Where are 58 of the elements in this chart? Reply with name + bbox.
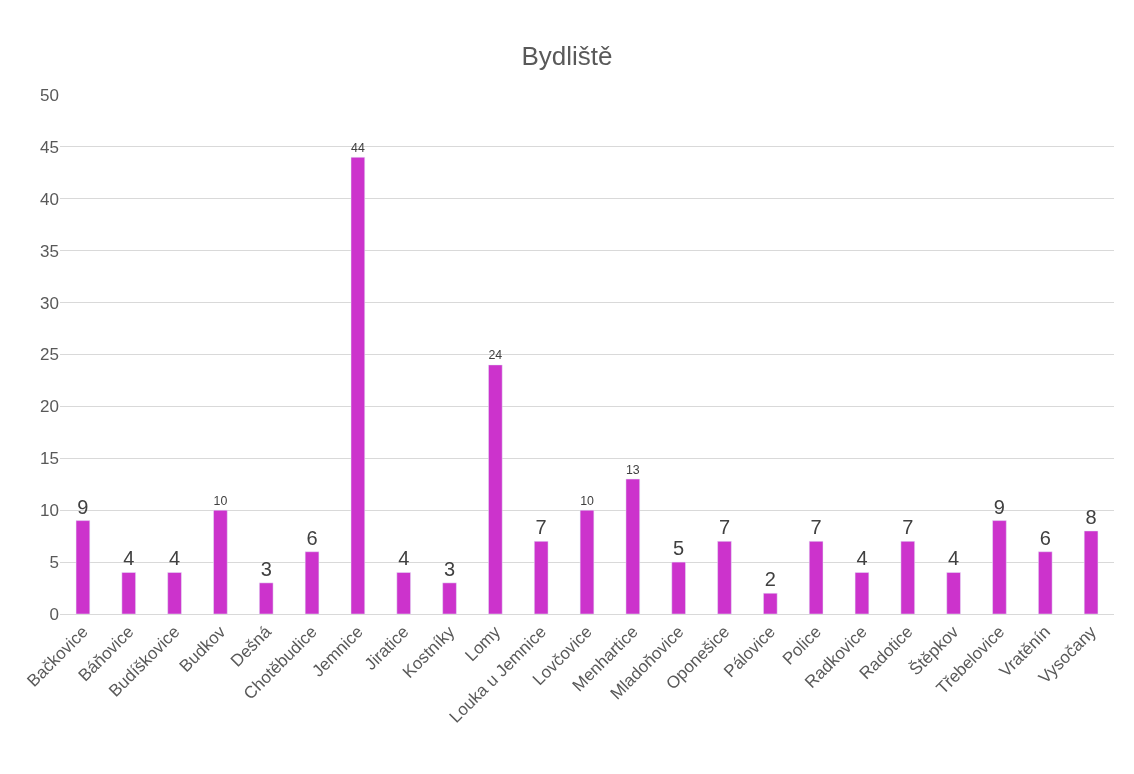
data-label: 4 xyxy=(948,547,960,570)
bar xyxy=(1038,551,1053,614)
bar xyxy=(854,572,870,614)
data-label: 9 xyxy=(993,495,1005,518)
data-label: 6 xyxy=(1039,526,1051,549)
bar xyxy=(625,478,640,614)
bar xyxy=(900,541,915,614)
bar xyxy=(167,572,182,614)
bar xyxy=(75,520,91,614)
data-label: 4 xyxy=(123,547,135,570)
data-label: 2 xyxy=(764,568,776,591)
bar xyxy=(350,157,365,614)
data-label: 7 xyxy=(902,516,914,539)
bar xyxy=(488,364,503,614)
bar xyxy=(763,592,778,614)
data-label: 4 xyxy=(856,547,868,570)
data-label: 4 xyxy=(398,547,410,570)
data-label: 5 xyxy=(673,537,685,560)
bar xyxy=(534,541,549,614)
y-tick-label: 0 xyxy=(49,604,59,624)
data-label: 7 xyxy=(535,516,547,539)
bar xyxy=(304,551,320,614)
y-tick-label: 10 xyxy=(40,501,59,521)
y-tick-label: 35 xyxy=(40,241,59,261)
bar xyxy=(579,509,595,614)
y-tick-label: 40 xyxy=(40,189,59,209)
bar xyxy=(259,582,274,614)
data-label: 10 xyxy=(213,493,228,508)
data-label: 6 xyxy=(306,526,318,549)
data-label: 7 xyxy=(718,516,731,539)
bar xyxy=(213,509,228,614)
y-tick-label: 50 xyxy=(40,85,59,105)
data-label: 44 xyxy=(351,140,365,155)
y-tick-label: 15 xyxy=(40,449,59,469)
bar xyxy=(396,572,411,614)
chart-title: Bydliště xyxy=(521,40,613,71)
data-label: 4 xyxy=(169,547,181,570)
y-tick-label: 30 xyxy=(40,293,59,313)
data-label: 8 xyxy=(1085,505,1097,528)
data-label: 3 xyxy=(443,557,456,580)
y-tick-label: 20 xyxy=(40,397,59,417)
bar xyxy=(121,572,136,614)
data-label: 10 xyxy=(580,493,594,508)
data-label: 7 xyxy=(810,516,822,539)
y-tick-label: 45 xyxy=(40,137,59,157)
bar xyxy=(442,582,457,614)
bar xyxy=(992,520,1007,614)
bar xyxy=(946,572,961,614)
data-label: 3 xyxy=(260,557,272,580)
bar xyxy=(809,541,824,614)
data-label: 9 xyxy=(77,495,89,518)
bar xyxy=(671,561,686,614)
y-tick-label: 25 xyxy=(40,345,59,365)
bar xyxy=(1083,530,1099,614)
y-tick-label: 5 xyxy=(49,553,59,573)
bar xyxy=(717,541,732,614)
data-label: 13 xyxy=(625,462,640,477)
data-label: 24 xyxy=(488,348,503,363)
